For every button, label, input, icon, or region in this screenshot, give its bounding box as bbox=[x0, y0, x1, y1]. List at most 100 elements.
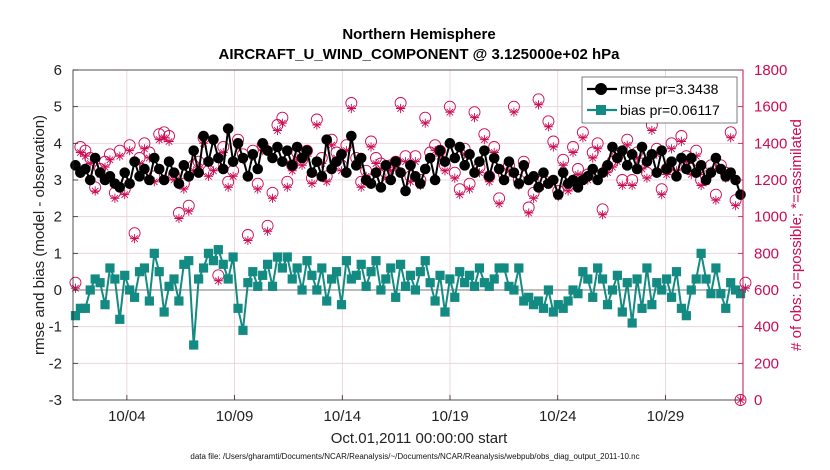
obs-assimilated-point bbox=[662, 169, 672, 180]
rmse-point bbox=[237, 152, 249, 164]
rmse-point bbox=[153, 163, 165, 175]
bias-point bbox=[391, 292, 401, 302]
y-right-tick-label: 400 bbox=[754, 319, 779, 336]
rmse-point bbox=[508, 167, 520, 178]
bias-point bbox=[637, 303, 647, 313]
obs-assimilated-point bbox=[524, 208, 534, 218]
obs-assimilated-point bbox=[391, 162, 401, 172]
obs-assimilated-point bbox=[657, 190, 667, 200]
bias-point bbox=[593, 263, 603, 273]
obs-assimilated-point bbox=[346, 103, 356, 114]
obs-assimilated-point bbox=[125, 146, 135, 156]
obs-assimilated-point bbox=[228, 171, 238, 181]
bias-point bbox=[302, 256, 312, 266]
y-right-tick-label: 1800 bbox=[754, 62, 787, 79]
obs-assimilated-point bbox=[711, 195, 721, 205]
y-right-tick-label: 200 bbox=[754, 355, 779, 372]
bias-point bbox=[258, 270, 268, 280]
bias-point bbox=[396, 259, 406, 269]
bias-point bbox=[543, 285, 554, 295]
rmse-point bbox=[400, 185, 411, 197]
bias-point bbox=[519, 296, 529, 306]
rmse-point bbox=[454, 141, 466, 153]
rmse-series bbox=[70, 123, 746, 200]
bias-point bbox=[194, 274, 204, 284]
x-tick-label: 10/24 bbox=[539, 408, 577, 425]
y-left-tick-label: 2 bbox=[54, 209, 62, 226]
rmse-point bbox=[158, 174, 170, 186]
obs-assimilated-point bbox=[80, 151, 90, 161]
rmse-point bbox=[602, 160, 613, 171]
obs-assimilated-point bbox=[272, 125, 283, 136]
bias-point bbox=[134, 267, 145, 277]
x-tick-label: 10/19 bbox=[431, 408, 469, 425]
bias-point bbox=[351, 270, 361, 280]
obs-assimilated-point bbox=[410, 157, 420, 167]
obs-assimilated-point bbox=[356, 182, 366, 192]
obs-assimilated-point bbox=[164, 136, 174, 147]
legend: rmse pr=3.3438 bias pr=0.06117 bbox=[581, 76, 738, 124]
obs-assimilated-point bbox=[307, 179, 317, 189]
obs-assimilated-point bbox=[208, 166, 219, 176]
obs-assimilated-point bbox=[75, 147, 85, 158]
y-right-tick-label: 0 bbox=[754, 392, 762, 409]
obs-assimilated-point bbox=[588, 153, 598, 163]
bias-point bbox=[573, 289, 583, 299]
bias-point bbox=[85, 285, 95, 295]
obs-assimilated-point bbox=[287, 166, 297, 176]
rmse-point bbox=[341, 167, 352, 178]
bias-point bbox=[277, 263, 287, 273]
obs-assimilated-point bbox=[218, 147, 228, 158]
rmse-point bbox=[434, 145, 446, 156]
obs-assimilated-point bbox=[267, 193, 278, 203]
y-left-tick-label: -3 bbox=[49, 392, 62, 409]
bias-point bbox=[691, 274, 701, 284]
rmse-point bbox=[429, 174, 441, 186]
bias-point bbox=[410, 285, 420, 295]
bias-point bbox=[548, 307, 558, 317]
bias-point bbox=[524, 292, 534, 302]
bias-point bbox=[622, 278, 632, 288]
rmse-point bbox=[222, 123, 234, 134]
bias-point bbox=[666, 292, 677, 302]
rmse-point bbox=[272, 141, 283, 153]
rmse-point bbox=[548, 174, 559, 186]
bias-point bbox=[208, 256, 219, 266]
obs-assimilated-point bbox=[543, 122, 554, 132]
bias-point bbox=[583, 274, 593, 284]
rmse-point bbox=[365, 178, 377, 189]
rmse-point bbox=[419, 163, 431, 175]
rmse-point bbox=[252, 163, 264, 175]
rmse-point bbox=[380, 160, 392, 171]
obs-assimilated-point bbox=[396, 103, 406, 114]
obs-assimilated-point bbox=[70, 283, 81, 293]
legend-rmse-marker bbox=[595, 83, 607, 95]
rmse-point bbox=[503, 156, 515, 167]
bias-point bbox=[671, 267, 682, 277]
rmse-point bbox=[119, 167, 131, 178]
obs-assimilated-point bbox=[450, 173, 460, 183]
bias-point bbox=[464, 270, 475, 280]
bias-point bbox=[267, 281, 278, 291]
data-file-footnote: data file: /Users/gharamti/Documents/NCA… bbox=[190, 452, 639, 461]
bias-point bbox=[652, 278, 662, 288]
bias-point bbox=[588, 292, 598, 302]
rmse-point bbox=[80, 163, 91, 175]
bias-point bbox=[479, 278, 489, 288]
y-left-tick-label: -2 bbox=[49, 355, 62, 372]
rmse-point bbox=[183, 171, 195, 182]
obs-assimilated-point bbox=[213, 276, 223, 286]
bias-point bbox=[198, 263, 209, 273]
obs-assimilated-point bbox=[297, 160, 307, 170]
bias-point bbox=[499, 263, 509, 273]
obs-assimilated-point bbox=[617, 180, 627, 191]
bias-point bbox=[533, 296, 544, 306]
bias-point bbox=[361, 281, 371, 291]
bias-point bbox=[120, 270, 130, 280]
obs-assimilated-point bbox=[85, 158, 95, 169]
bias-point bbox=[627, 318, 637, 328]
rmse-point bbox=[232, 138, 244, 149]
obs-assimilated-point bbox=[129, 234, 140, 244]
rmse-point bbox=[651, 167, 663, 178]
